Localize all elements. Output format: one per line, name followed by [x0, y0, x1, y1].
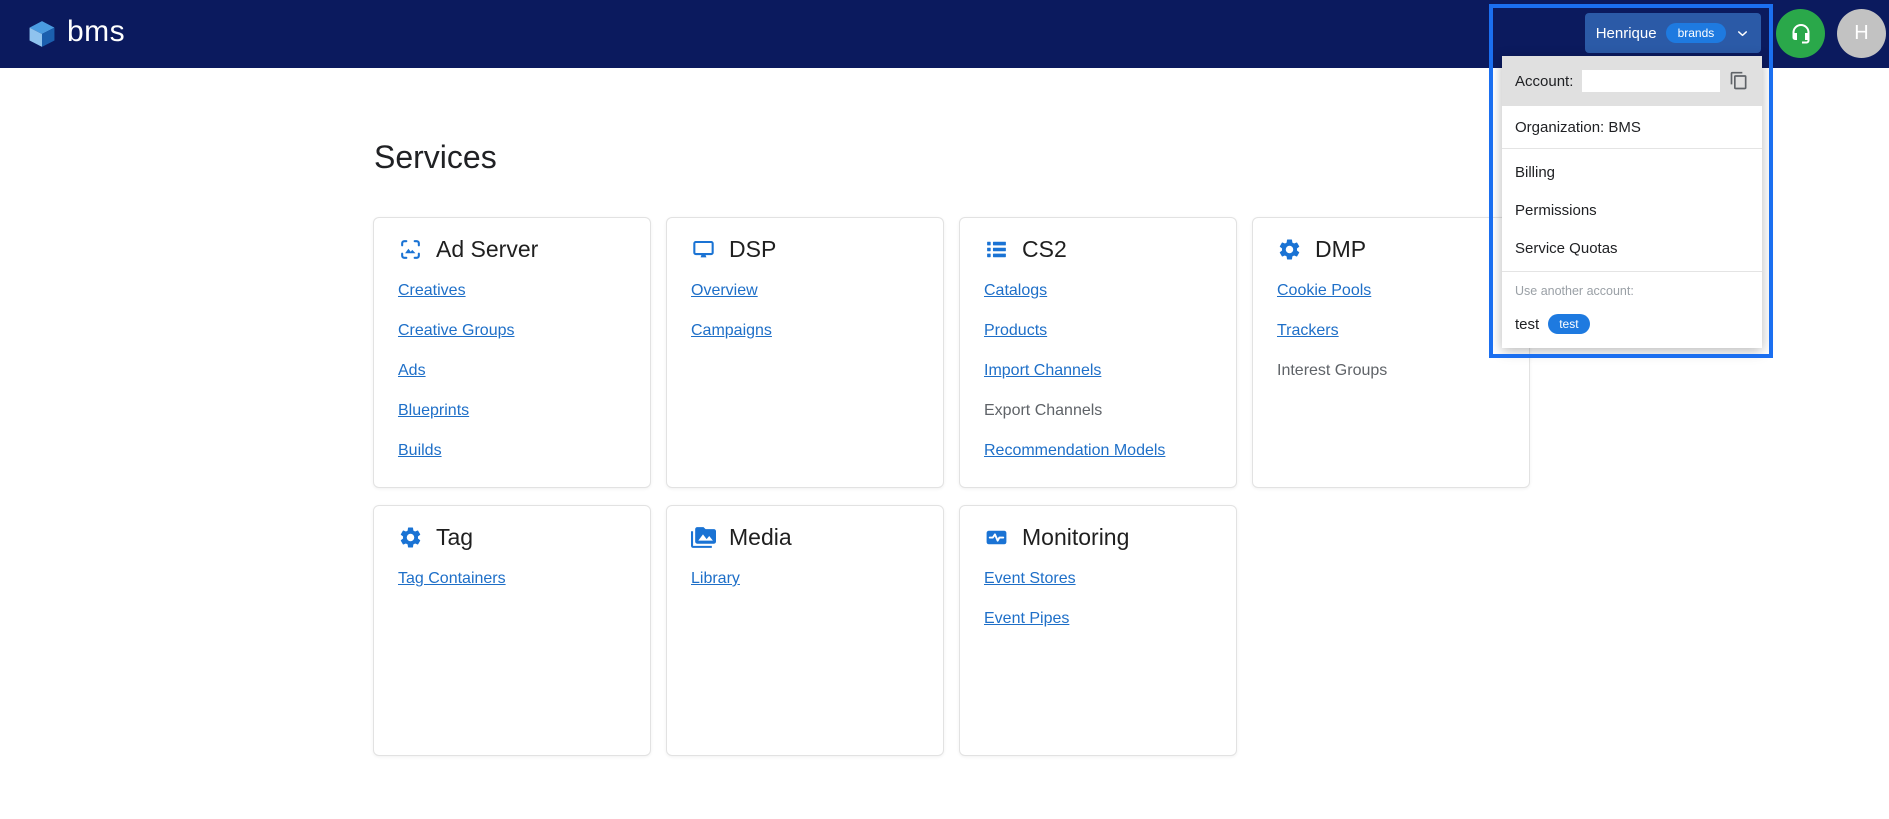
use-another-account-label: Use another account: — [1515, 284, 1634, 298]
service-link-tag-containers[interactable]: Tag Containers — [398, 570, 506, 587]
user-name: Henrique — [1595, 24, 1657, 42]
service-link-import-channels[interactable]: Import Channels — [984, 362, 1102, 379]
avatar[interactable]: H — [1837, 9, 1886, 58]
service-title: Media — [729, 524, 792, 550]
service-link-event-stores[interactable]: Event Stores — [984, 570, 1076, 587]
menu-item-permissions[interactable]: Permissions — [1515, 201, 1597, 219]
services-grid: Ad Server Creatives Creative Groups Ads … — [373, 217, 1530, 756]
account-id-field[interactable] — [1582, 70, 1720, 92]
service-link-ads[interactable]: Ads — [398, 362, 426, 379]
media-icon — [691, 525, 716, 550]
service-title: DMP — [1315, 236, 1367, 262]
page-title: Services — [374, 139, 497, 175]
service-link-recommendation-models[interactable]: Recommendation Models — [984, 442, 1166, 459]
gear-icon — [398, 525, 423, 550]
avatar-initial: H — [1854, 22, 1869, 44]
brand-logo[interactable]: bms — [26, 17, 125, 51]
headset-icon — [1789, 22, 1813, 46]
service-card-tag: Tag Tag Containers — [373, 505, 651, 756]
service-title: Monitoring — [1022, 524, 1130, 550]
service-link-creatives[interactable]: Creatives — [398, 282, 466, 299]
service-link-creative-groups[interactable]: Creative Groups — [398, 322, 515, 339]
brand-name: bms — [67, 15, 126, 48]
service-card-cs2: CS2 Catalogs Products Import Channels Ex… — [959, 217, 1237, 488]
pulse-icon — [984, 525, 1009, 550]
service-item-export-channels: Export Channels — [984, 402, 1103, 419]
service-link-event-pipes[interactable]: Event Pipes — [984, 610, 1070, 627]
service-card-dmp: DMP Cookie Pools Trackers Interest Group… — [1252, 217, 1530, 488]
service-link-catalogs[interactable]: Catalogs — [984, 282, 1048, 299]
service-card-media: Media Library — [666, 505, 944, 756]
service-card-ad-server: Ad Server Creatives Creative Groups Ads … — [373, 217, 651, 488]
copy-account-button[interactable] — [1729, 71, 1749, 91]
organization-row: Organization: BMS — [1502, 106, 1762, 149]
service-title: Tag — [436, 524, 474, 550]
monitor-icon — [691, 237, 716, 262]
service-link-cookie-pools[interactable]: Cookie Pools — [1277, 282, 1372, 299]
gear-icon — [1277, 237, 1302, 262]
account-row: Account: — [1502, 56, 1762, 106]
switch-account-item[interactable]: test test — [1502, 300, 1762, 348]
copy-icon — [1729, 71, 1749, 91]
service-link-overview[interactable]: Overview — [691, 282, 758, 299]
service-link-products[interactable]: Products — [984, 322, 1048, 339]
service-title: DSP — [729, 236, 777, 262]
image-icon — [398, 237, 423, 262]
alt-account-badge: test — [1548, 314, 1590, 334]
service-item-interest-groups: Interest Groups — [1277, 362, 1388, 379]
alt-account-name: test — [1515, 315, 1540, 333]
service-title: CS2 — [1022, 236, 1067, 262]
support-button[interactable] — [1776, 9, 1825, 58]
user-menu-button[interactable]: Henrique brands — [1585, 13, 1761, 53]
service-link-builds[interactable]: Builds — [398, 442, 442, 459]
account-label: Account: — [1515, 72, 1574, 90]
cube-logo-icon — [26, 17, 58, 51]
chevron-down-icon — [1735, 26, 1750, 41]
menu-item-service-quotas[interactable]: Service Quotas — [1515, 239, 1618, 257]
service-link-library[interactable]: Library — [691, 570, 740, 587]
service-card-dsp: DSP Overview Campaigns — [666, 217, 944, 488]
service-link-campaigns[interactable]: Campaigns — [691, 322, 772, 339]
service-title: Ad Server — [436, 236, 539, 262]
user-role-badge: brands — [1665, 23, 1727, 43]
account-menu-section: Billing Permissions Service Quotas — [1502, 149, 1762, 272]
service-card-monitoring: Monitoring Event Stores Event Pipes — [959, 505, 1237, 756]
service-link-trackers[interactable]: Trackers — [1277, 322, 1339, 339]
account-dropdown: Account: Organization: BMS Billing Permi… — [1502, 56, 1762, 348]
menu-item-billing[interactable]: Billing — [1515, 163, 1556, 181]
storage-icon — [984, 237, 1009, 262]
service-link-blueprints[interactable]: Blueprints — [398, 402, 470, 419]
